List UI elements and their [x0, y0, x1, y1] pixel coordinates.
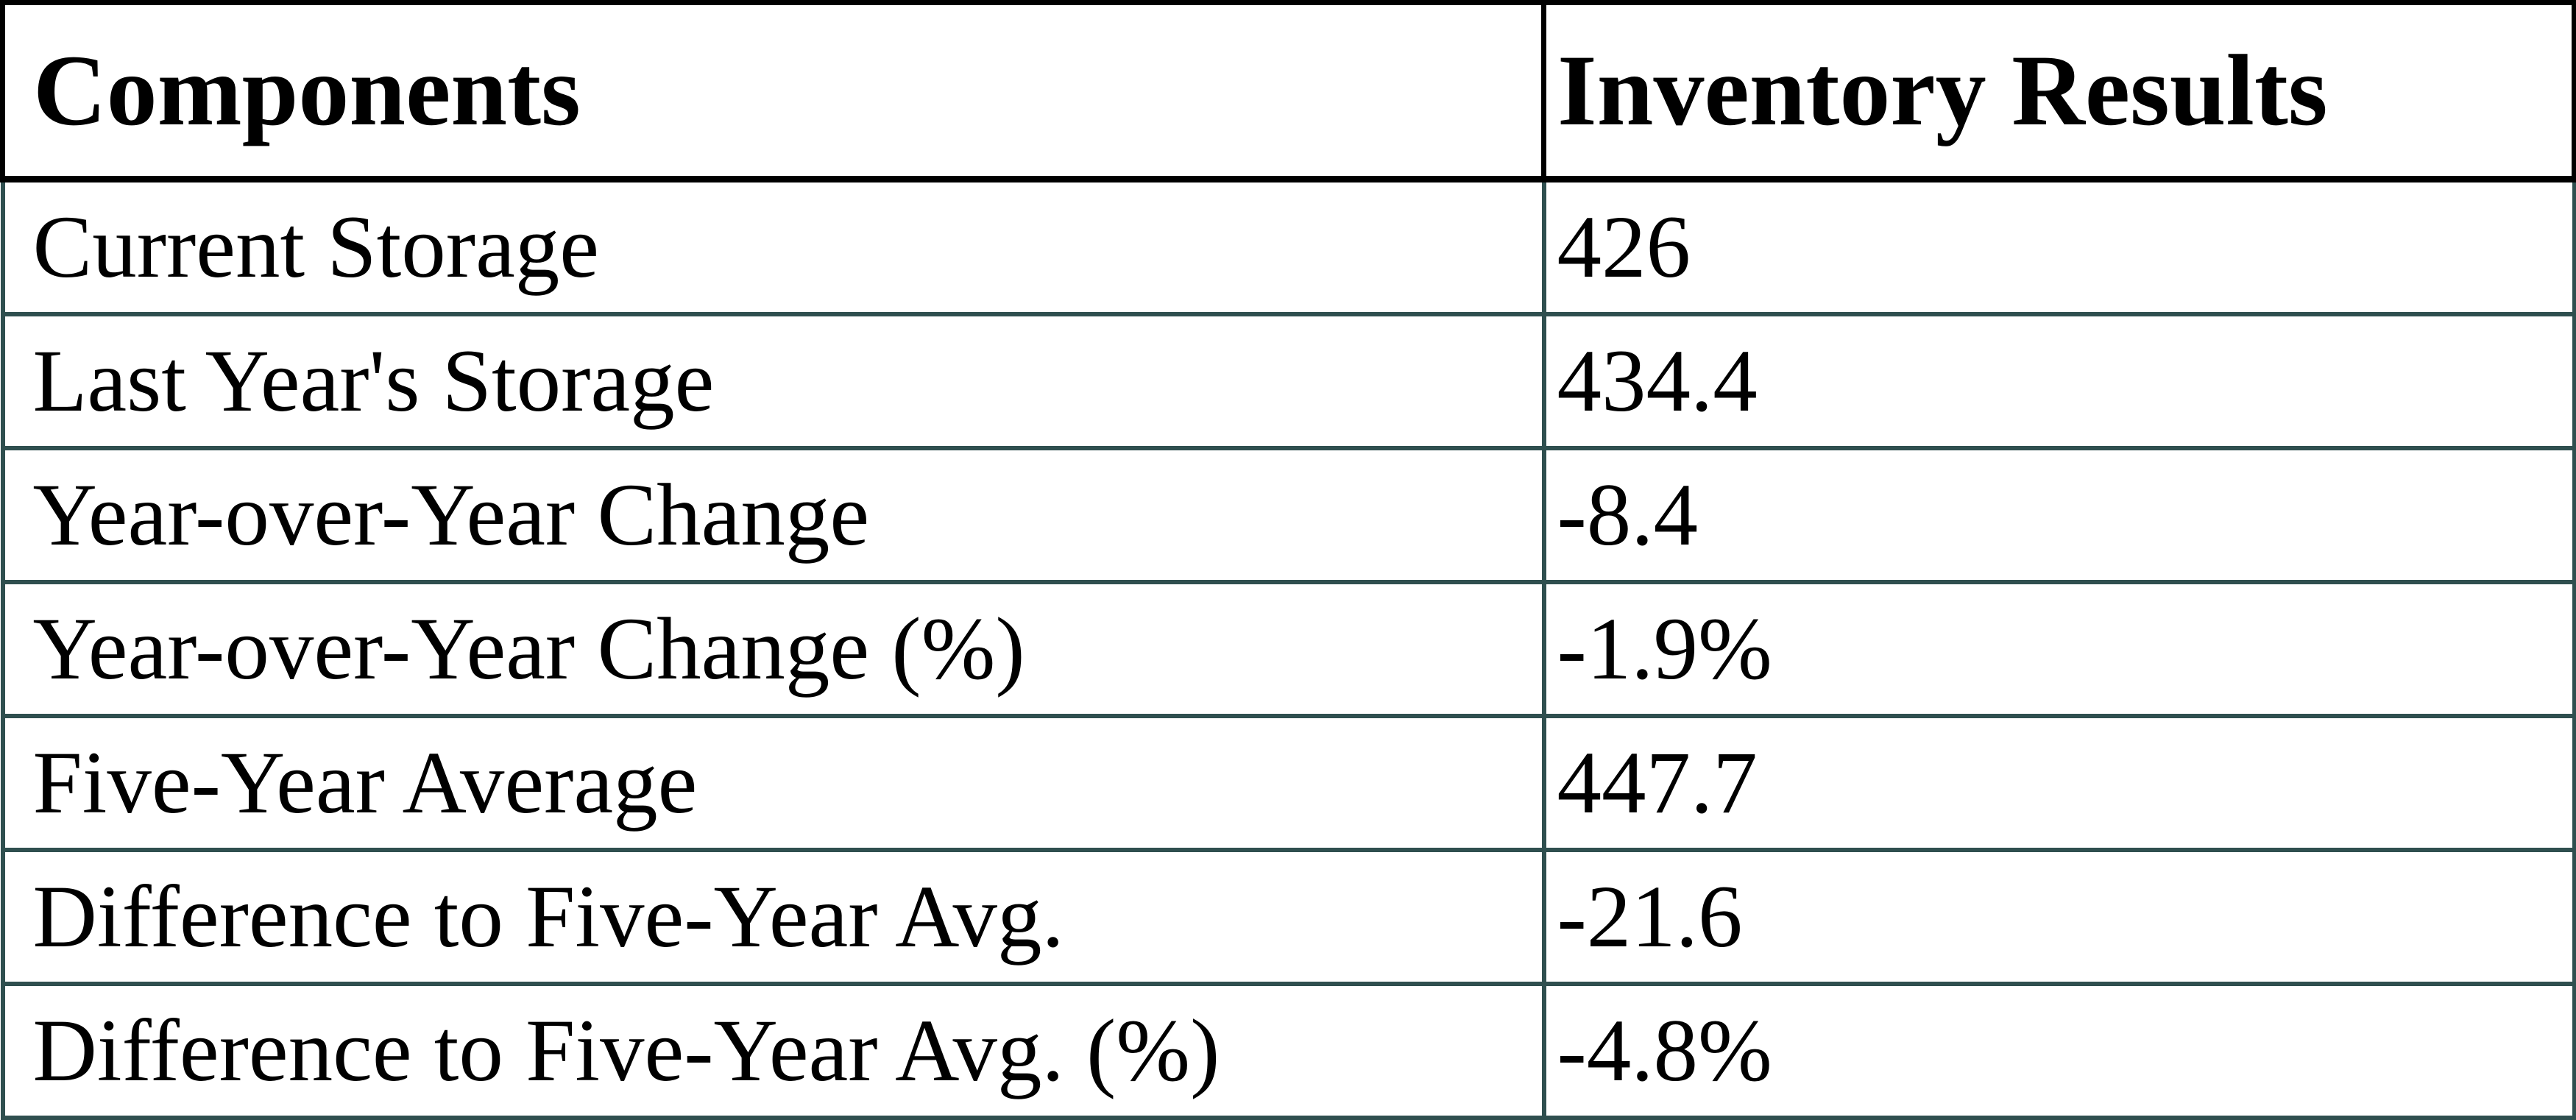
component-label: Year-over-Year Change (%) — [0, 580, 1546, 718]
table-row: Last Year's Storage 434.4 — [0, 312, 2576, 450]
component-value: 426 — [1541, 177, 2576, 316]
column-header-inventory-results: Inventory Results — [1541, 0, 2576, 182]
component-label: Year-over-Year Change — [0, 446, 1546, 584]
component-label: Difference to Five-Year Avg. (%) — [0, 982, 1546, 1120]
table-row: Five-Year Average 447.7 — [0, 714, 2576, 852]
table-row: Year-over-Year Change -8.4 — [0, 446, 2576, 584]
component-label: Difference to Five-Year Avg. — [0, 848, 1546, 986]
component-value: 434.4 — [1541, 312, 2576, 450]
table-body: Current Storage 426 Last Year's Storage … — [0, 177, 2576, 1120]
component-value: -1.9% — [1541, 580, 2576, 718]
component-value: -4.8% — [1541, 982, 2576, 1120]
component-value: -21.6 — [1541, 848, 2576, 986]
header-row: Components Inventory Results — [0, 0, 2576, 182]
table-row: Current Storage 426 — [0, 177, 2576, 316]
component-value: 447.7 — [1541, 714, 2576, 852]
table-row: Difference to Five-Year Avg. (%) -4.8% — [0, 982, 2576, 1120]
table-row: Year-over-Year Change (%) -1.9% — [0, 580, 2576, 718]
component-label: Five-Year Average — [0, 714, 1546, 852]
component-label: Last Year's Storage — [0, 312, 1546, 450]
component-value: -8.4 — [1541, 446, 2576, 584]
component-label: Current Storage — [0, 177, 1546, 316]
table-row: Difference to Five-Year Avg. -21.6 — [0, 848, 2576, 986]
column-header-components: Components — [0, 0, 1546, 182]
table-header: Components Inventory Results — [0, 0, 2576, 182]
